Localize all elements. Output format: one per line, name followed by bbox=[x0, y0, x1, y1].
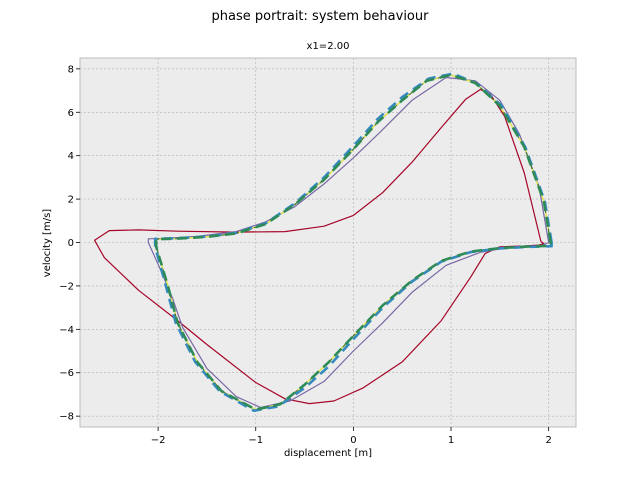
y-axis-label: velocity [m/s] bbox=[42, 209, 53, 277]
chart-title: phase portrait: system behaviour bbox=[212, 9, 430, 24]
series-line-2 bbox=[147, 76, 550, 409]
x-tick-label: 1 bbox=[448, 435, 454, 446]
y-tick-label: −8 bbox=[59, 412, 74, 423]
x-axis-label: displacement [m] bbox=[284, 448, 372, 459]
y-tick-label: 8 bbox=[68, 64, 74, 75]
series-line-1 bbox=[94, 88, 545, 405]
chart-subtitle: x1=2.00 bbox=[307, 41, 350, 52]
series-line-6 bbox=[154, 73, 552, 411]
x-tick-label: −1 bbox=[248, 435, 263, 446]
y-tick-label: −2 bbox=[59, 281, 74, 292]
y-tick-label: 4 bbox=[68, 151, 74, 162]
x-tick-label: 0 bbox=[350, 435, 356, 446]
y-tick-label: 6 bbox=[68, 108, 74, 119]
x-tick-label: 2 bbox=[545, 435, 551, 446]
y-tick-label: −4 bbox=[59, 325, 74, 336]
y-tick-label: 0 bbox=[68, 238, 74, 249]
y-tick-label: −6 bbox=[59, 368, 74, 379]
x-tick-label: −2 bbox=[151, 435, 166, 446]
series-group bbox=[94, 72, 553, 412]
y-tick-label: 2 bbox=[68, 195, 74, 206]
tick-group: −2 −1 0 1 2 −8 −6 −4 −2 0 2 4 6 8 bbox=[59, 64, 552, 446]
